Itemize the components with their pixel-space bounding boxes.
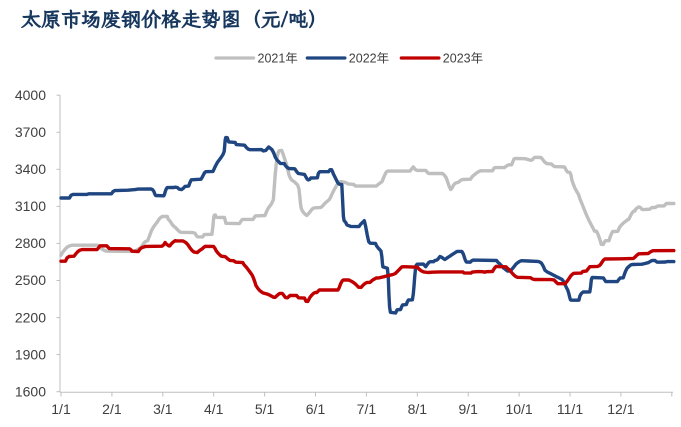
svg-text:8/1: 8/1	[408, 401, 428, 417]
svg-text:4/1: 4/1	[204, 401, 224, 417]
svg-text:5/1: 5/1	[255, 401, 275, 417]
svg-text:6/1: 6/1	[306, 401, 326, 417]
svg-text:2023: 2023	[443, 52, 471, 66]
svg-text:1900: 1900	[15, 346, 46, 362]
svg-text:2500: 2500	[15, 272, 46, 288]
svg-text:11/1: 11/1	[557, 401, 583, 417]
svg-text:2022: 2022	[349, 52, 377, 66]
svg-text:12/1: 12/1	[607, 401, 634, 417]
svg-text:1600: 1600	[15, 383, 46, 399]
svg-text:2800: 2800	[15, 235, 46, 251]
svg-text:9/1: 9/1	[458, 401, 478, 417]
svg-text:3700: 3700	[15, 124, 46, 140]
svg-text:3400: 3400	[15, 161, 46, 177]
svg-text:3100: 3100	[15, 198, 46, 214]
svg-text:2021: 2021	[258, 52, 286, 66]
svg-text:1/1: 1/1	[51, 401, 71, 417]
svg-text:2200: 2200	[15, 309, 46, 325]
svg-text:10/1: 10/1	[505, 401, 532, 417]
svg-text:7/1: 7/1	[357, 401, 377, 417]
svg-text:3/1: 3/1	[153, 401, 173, 417]
svg-text:4000: 4000	[15, 87, 46, 103]
svg-text:2/1: 2/1	[102, 401, 122, 417]
